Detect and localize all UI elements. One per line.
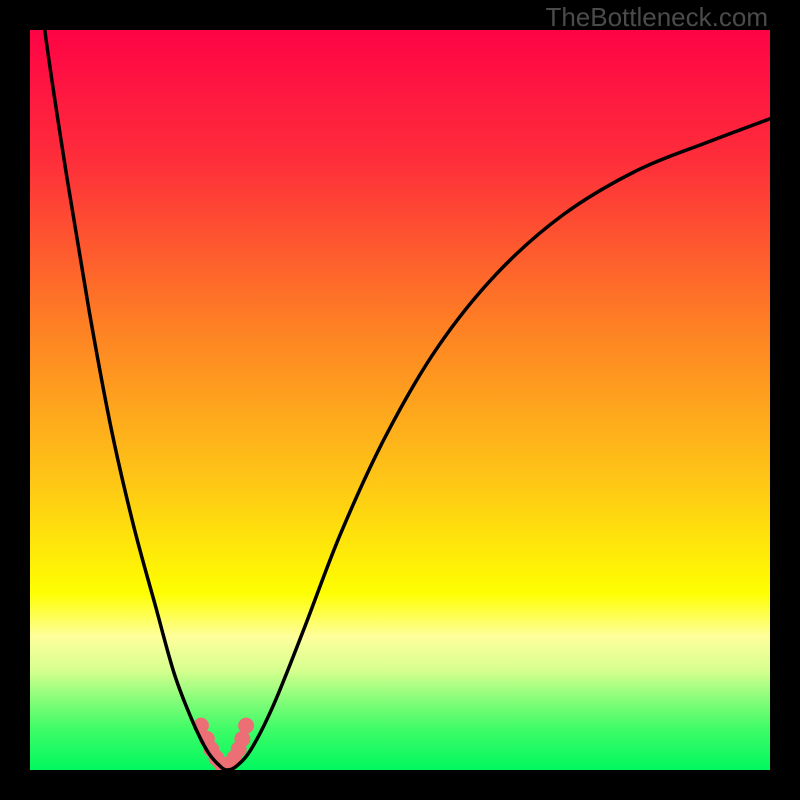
bottleneck-curve <box>30 30 770 770</box>
watermark-text: TheBottleneck.com <box>545 2 768 33</box>
plot-area <box>30 30 770 770</box>
page-root: TheBottleneck.com <box>0 0 800 800</box>
curve-layer <box>30 30 770 770</box>
